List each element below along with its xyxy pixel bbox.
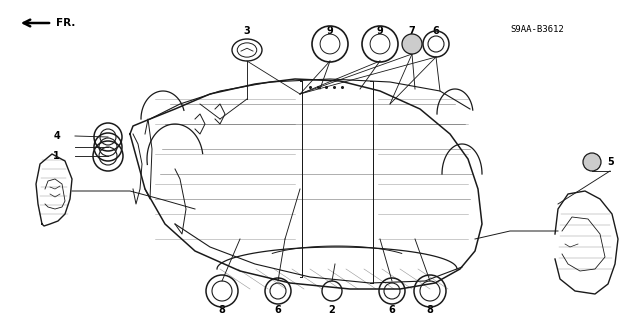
Text: 5: 5 bbox=[607, 157, 614, 167]
Text: 6: 6 bbox=[388, 305, 396, 315]
Text: S9AA-B3612: S9AA-B3612 bbox=[510, 25, 564, 33]
Text: 1: 1 bbox=[53, 151, 60, 161]
Text: 2: 2 bbox=[328, 305, 335, 315]
Text: FR.: FR. bbox=[56, 18, 76, 28]
Text: 8: 8 bbox=[219, 305, 225, 315]
Text: 3: 3 bbox=[244, 26, 250, 36]
Circle shape bbox=[402, 34, 422, 54]
Text: 7: 7 bbox=[408, 26, 415, 36]
Circle shape bbox=[583, 153, 601, 171]
Text: 9: 9 bbox=[326, 26, 333, 36]
Text: 8: 8 bbox=[427, 305, 433, 315]
Text: 4: 4 bbox=[53, 131, 60, 141]
Text: 6: 6 bbox=[433, 26, 440, 36]
Text: 6: 6 bbox=[275, 305, 282, 315]
Text: 9: 9 bbox=[376, 26, 383, 36]
